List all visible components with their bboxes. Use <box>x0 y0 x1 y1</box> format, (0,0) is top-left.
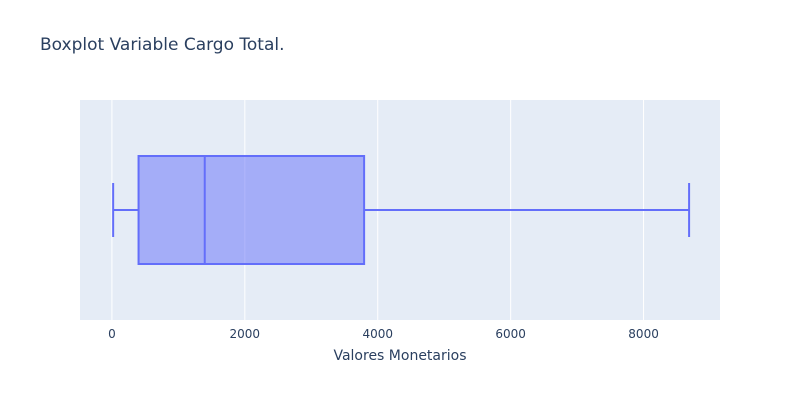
chart-title: Boxplot Variable Cargo Total. <box>40 35 285 55</box>
iqr-box <box>137 155 366 265</box>
x-tick-label: 8000 <box>628 327 659 341</box>
x-tick-label: 4000 <box>362 327 393 341</box>
x-tick-label: 6000 <box>495 327 526 341</box>
x-axis-title: Valores Monetarios <box>333 348 466 364</box>
x-axis-tick-labels: 0 2000 4000 6000 8000 <box>108 327 659 341</box>
box-trace[interactable] <box>112 155 691 265</box>
x-tick-label: 2000 <box>230 327 261 341</box>
x-tick-label: 0 <box>108 327 116 341</box>
